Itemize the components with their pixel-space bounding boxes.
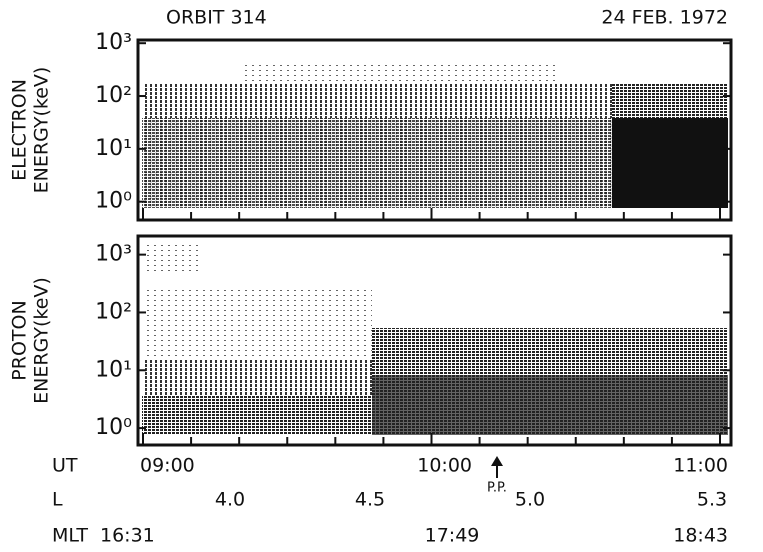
pp-arrowhead (491, 456, 503, 466)
x-tick-label: 17:49 (425, 525, 480, 547)
y-axis-label: PROTON (9, 300, 31, 380)
orbit-label: ORBIT 314 (166, 7, 267, 29)
y-axis-label: ELECTRON (9, 79, 31, 181)
y-tick-label: 10³ (95, 30, 132, 55)
x-tick-label: 5.0 (515, 489, 545, 511)
y-tick-label: 10² (95, 83, 132, 108)
date-label: 24 FEB. 1972 (601, 7, 728, 29)
x-tick-label: 16:31 (100, 525, 155, 547)
y-tick-label: 10¹ (95, 357, 132, 382)
x-tick-label: 11:00 (673, 455, 728, 477)
electron-texture (142, 62, 728, 208)
x-row-label: L (52, 489, 63, 511)
y-tick-label: 10¹ (95, 136, 132, 161)
y-axis-label: ENERGY(keV) (31, 67, 53, 194)
y-tick-label: 10⁰ (95, 189, 132, 214)
x-tick-label: 10:00 (417, 455, 472, 477)
y-axis-label: ENERGY(keV) (31, 277, 53, 404)
x-tick-label: 09:00 (140, 455, 195, 477)
panel-frame (136, 38, 733, 222)
x-tick-label: 4.5 (355, 489, 385, 511)
x-row-label: UT (52, 455, 78, 477)
panel-frame (136, 234, 733, 447)
x-row-label: MLT (52, 525, 88, 547)
pp-label: P.P. (487, 481, 507, 496)
proton-texture (142, 242, 728, 435)
y-tick-label: 10² (95, 299, 132, 324)
x-tick-label: 5.3 (697, 489, 727, 511)
y-tick-label: 10⁰ (95, 415, 132, 440)
x-tick-label: 18:43 (673, 525, 728, 547)
x-tick-label: 4.0 (215, 489, 245, 511)
y-tick-label: 10³ (95, 242, 132, 267)
